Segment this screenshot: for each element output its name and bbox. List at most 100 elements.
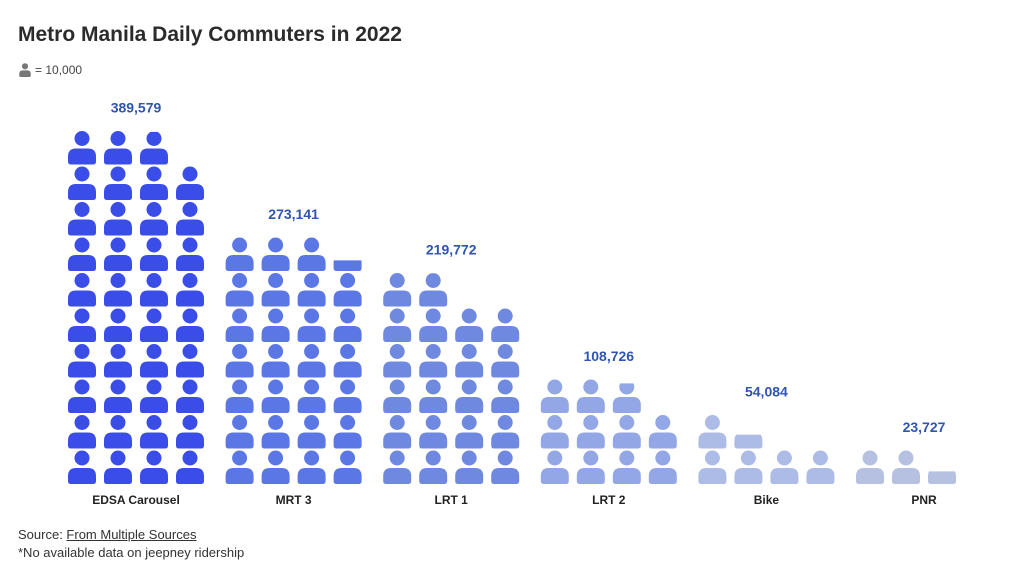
person-icon <box>176 344 204 378</box>
person-icon <box>455 308 484 342</box>
person-icon <box>419 308 448 342</box>
person-icon <box>576 450 605 484</box>
person-icon <box>140 344 168 378</box>
person-icon <box>648 450 677 484</box>
legend-label: = 10,000 <box>35 63 83 77</box>
person-icon <box>419 415 448 449</box>
person-icon <box>225 450 254 484</box>
person-icon <box>104 308 132 342</box>
person-icon <box>68 415 96 449</box>
person-icon <box>333 450 362 484</box>
person-icon <box>383 450 412 484</box>
person-icon <box>68 237 96 271</box>
person-icon <box>68 344 96 378</box>
person-icon <box>612 450 641 484</box>
source-link[interactable]: From Multiple Sources <box>66 527 197 542</box>
person-icon <box>104 202 132 236</box>
person-icon <box>68 131 96 165</box>
person-icon <box>68 379 96 413</box>
partial-person-icon <box>734 434 763 449</box>
person-icon <box>104 415 132 449</box>
person-icon <box>770 450 799 484</box>
category-label: Bike <box>754 493 780 507</box>
person-icon <box>455 450 484 484</box>
person-icon <box>261 379 290 413</box>
person-icon <box>104 166 132 200</box>
person-icon <box>140 273 168 307</box>
category-label: LRT 1 <box>435 493 469 507</box>
person-icon <box>333 415 362 449</box>
person-icon <box>491 308 520 342</box>
person-icon <box>383 273 412 307</box>
person-icon <box>261 308 290 342</box>
person-icon <box>419 379 448 413</box>
person-icon <box>892 450 920 484</box>
person-icon <box>176 450 204 484</box>
person-icon <box>540 450 569 484</box>
person-icon <box>455 415 484 449</box>
person-icon <box>419 450 448 484</box>
person-icon <box>297 237 326 271</box>
person-icon <box>225 379 254 413</box>
person-icon <box>383 344 412 378</box>
person-icon <box>455 379 484 413</box>
category-group: 54,084 Bike <box>698 384 835 507</box>
person-icon <box>297 344 326 378</box>
person-icon <box>491 415 520 449</box>
person-icon <box>19 63 31 77</box>
person-icon <box>806 450 835 484</box>
person-icon <box>176 273 204 307</box>
person-icon <box>104 273 132 307</box>
person-icon <box>698 415 727 449</box>
person-icon <box>856 450 884 484</box>
person-icon <box>491 450 520 484</box>
person-icon <box>140 379 168 413</box>
person-icon <box>261 450 290 484</box>
person-icon <box>419 344 448 378</box>
person-icon <box>176 202 204 236</box>
person-icon <box>383 415 412 449</box>
person-icon <box>576 379 605 413</box>
person-icon <box>68 450 96 484</box>
partial-person-icon <box>612 383 641 413</box>
person-icon <box>176 166 204 200</box>
person-icon <box>104 379 132 413</box>
person-icon <box>68 166 96 200</box>
partial-person-icon <box>140 131 168 165</box>
person-icon <box>576 415 605 449</box>
person-icon <box>104 237 132 271</box>
category-label: PNR <box>911 493 937 507</box>
person-icon <box>734 450 763 484</box>
category-label: LRT 2 <box>592 493 626 507</box>
person-icon <box>140 202 168 236</box>
person-icon <box>540 379 569 413</box>
partial-person-icon <box>333 260 362 271</box>
person-icon <box>225 415 254 449</box>
chart-title: Metro Manila Daily Commuters in 2022 <box>18 23 402 46</box>
person-icon <box>383 308 412 342</box>
person-icon <box>176 308 204 342</box>
source-prefix: Source: <box>18 527 67 542</box>
person-icon <box>297 415 326 449</box>
person-icon <box>68 273 96 307</box>
person-icon <box>540 415 569 449</box>
person-icon <box>140 308 168 342</box>
category-group: 23,727 PNR <box>856 419 956 507</box>
person-icon <box>297 450 326 484</box>
category-group: 108,726 LRT 2 <box>540 348 677 507</box>
person-icon <box>176 237 204 271</box>
person-icon <box>140 237 168 271</box>
person-icon <box>140 166 168 200</box>
person-icon <box>261 273 290 307</box>
category-group: 389,579 EDSA Carousel <box>68 100 204 507</box>
person-icon <box>297 308 326 342</box>
person-icon <box>261 344 290 378</box>
person-icon <box>297 273 326 307</box>
value-label: 54,084 <box>745 384 788 400</box>
person-icon <box>225 273 254 307</box>
person-icon <box>104 450 132 484</box>
person-icon <box>261 415 290 449</box>
person-icon <box>176 379 204 413</box>
